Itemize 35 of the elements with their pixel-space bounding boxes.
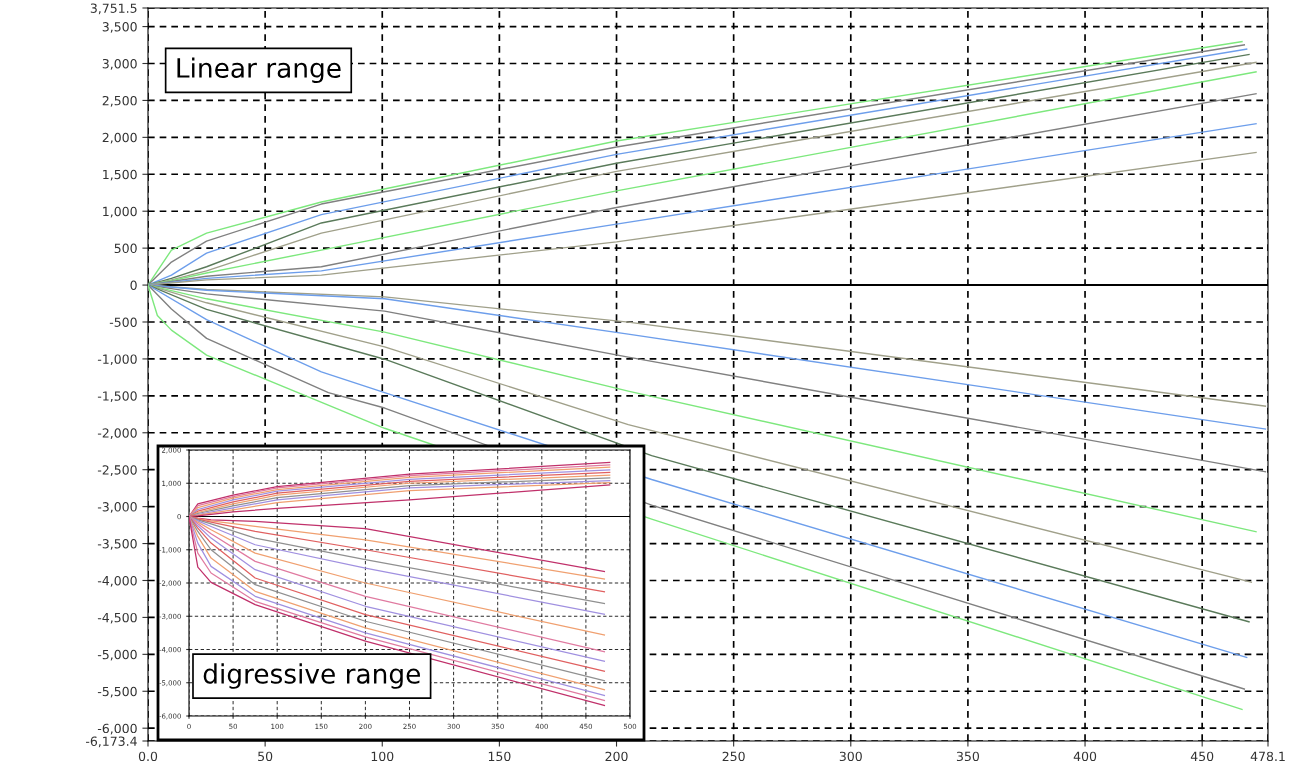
y-tick-label: -4,500 bbox=[97, 612, 137, 624]
y-tick-label: -4,000 bbox=[97, 575, 137, 587]
y-tick-label: 1,000 bbox=[103, 206, 137, 218]
annotation: Linear range bbox=[177, 57, 341, 84]
y-tick-label: -2,500 bbox=[97, 465, 137, 476]
y-tick-label: 2,500 bbox=[102, 95, 137, 107]
y-tick-label: -500 bbox=[109, 317, 137, 327]
x-tick-label: 50 bbox=[258, 751, 273, 762]
y-tick-label: -2,000 bbox=[97, 428, 137, 439]
x-tick-label: 400 bbox=[1073, 751, 1097, 762]
x-tick-label: 350 bbox=[956, 751, 980, 762]
x-tick-label: 200 bbox=[605, 751, 628, 762]
y-tick-label: 500 bbox=[114, 243, 137, 254]
y-tick-label: -3,000 bbox=[97, 502, 137, 513]
x-tick-label: 478.1 bbox=[1250, 751, 1285, 762]
y-tick-label: -3,500 bbox=[97, 539, 137, 550]
x-tick-label: 150 bbox=[488, 751, 511, 762]
y-tick-label: 3,000 bbox=[102, 58, 137, 70]
x-tick-label: 300 bbox=[839, 751, 862, 762]
annotation: digressive range bbox=[203, 663, 420, 689]
y-tick-label: 1,500 bbox=[103, 169, 137, 181]
x-tick-label: 250 bbox=[722, 751, 745, 762]
y-tick-label: -6,173.4 bbox=[85, 736, 137, 748]
x-tick-label: 0.0 bbox=[138, 751, 158, 762]
y-tick-label: -5,000 bbox=[97, 649, 137, 661]
y-tick-label: 3,500 bbox=[102, 22, 137, 33]
y-tick-label: -1,000 bbox=[97, 354, 137, 366]
y-tick-label: 3,751.5 bbox=[90, 3, 137, 15]
x-tick-label: 100 bbox=[371, 751, 394, 762]
y-tick-label: 0 bbox=[130, 280, 137, 290]
y-tick-label: -5,500 bbox=[97, 686, 137, 698]
y-tick-label: 2,000 bbox=[102, 132, 137, 144]
y-tick-label: -6,000 bbox=[97, 723, 137, 735]
x-tick-label: 450 bbox=[1190, 751, 1214, 762]
y-tick-label: -1,500 bbox=[97, 391, 137, 403]
